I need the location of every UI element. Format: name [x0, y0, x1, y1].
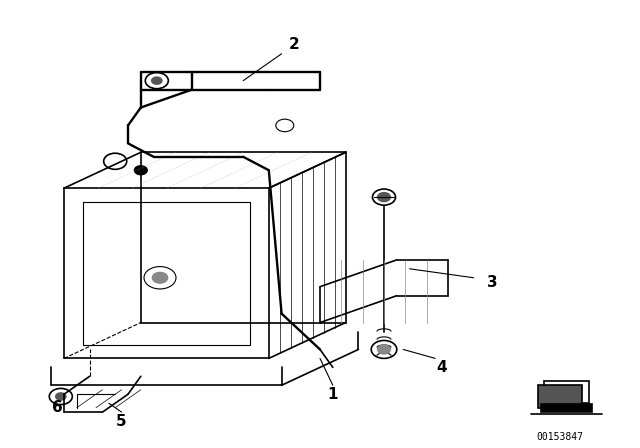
Polygon shape — [541, 404, 592, 412]
Circle shape — [152, 272, 168, 283]
Text: 00153847: 00153847 — [536, 432, 584, 442]
Text: 3: 3 — [488, 275, 498, 290]
Text: 2: 2 — [289, 37, 300, 52]
Circle shape — [134, 166, 147, 175]
Circle shape — [378, 345, 390, 354]
Text: 1: 1 — [328, 387, 338, 402]
Text: 6: 6 — [52, 400, 63, 415]
Text: 4: 4 — [436, 360, 447, 375]
Text: 5: 5 — [116, 414, 127, 429]
Polygon shape — [538, 385, 582, 408]
Circle shape — [152, 77, 162, 84]
Circle shape — [378, 193, 390, 202]
Circle shape — [56, 393, 66, 400]
